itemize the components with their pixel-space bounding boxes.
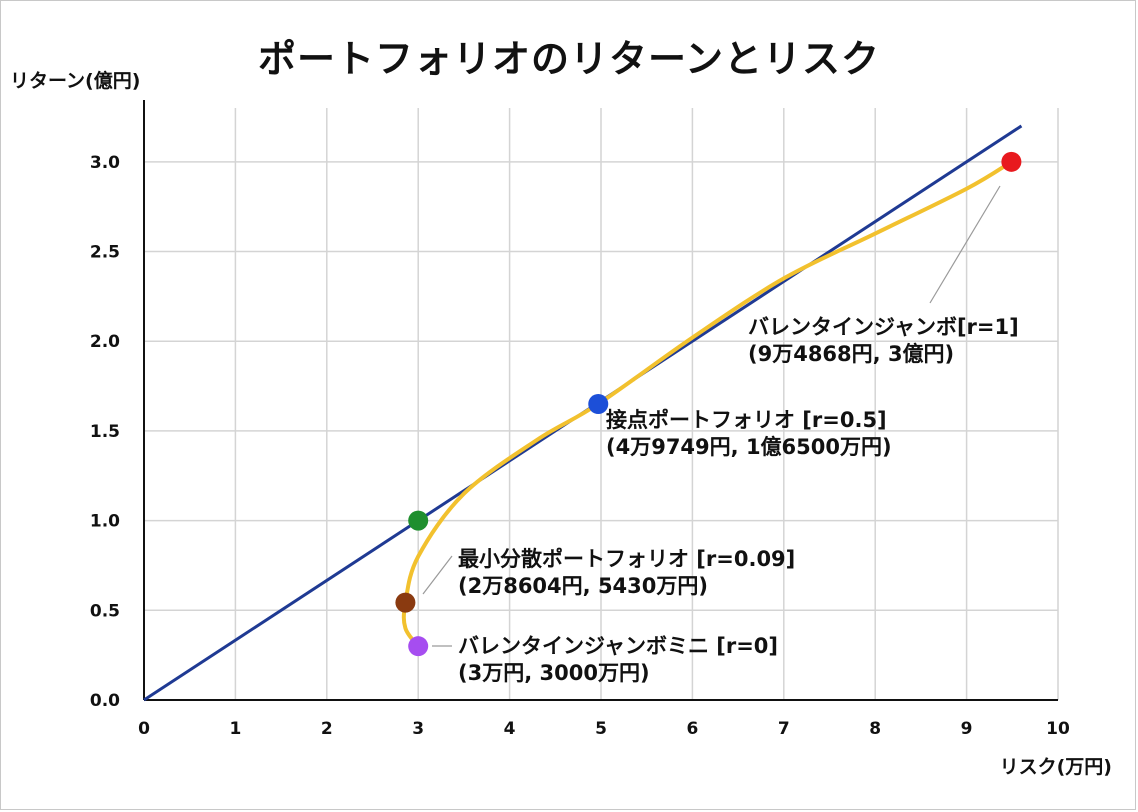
annotation-value: (9万4868円, 3億円) [748,342,954,366]
chart-title: ポートフォリオのリターンとリスク [257,37,881,81]
x-tick-label: 1 [229,719,241,739]
y-tick-label: 2.5 [90,243,120,263]
x-tick-label: 3 [412,719,424,739]
series [143,124,1023,702]
annotation-title: 接点ポートフォリオ [r=0.5] [606,408,887,432]
y-tick-label: 2.0 [90,332,120,352]
y-tick-label: 1.5 [90,422,120,442]
annotation-value: (3万円, 3000万円) [458,661,650,685]
x-tick-label: 2 [321,719,333,739]
annotation-value: (4万9749円, 1億6500万円) [606,435,892,459]
x-tick-label: 5 [595,719,607,739]
tick-labels: 0 1 2 3 4 5 6 7 8 9 10 0.0 0.5 1.0 1.5 2.0 2.5 3.0 [90,153,1070,739]
y-axis-label: リターン(億円) [10,70,141,92]
annotation-value: (2万8604円, 5430万円) [458,574,708,598]
annotations: バレンタインジャンボ[r=1] (9万4868円, 3億円) 接点ポートフォリオ [… [458,315,1019,685]
x-tick-label: 8 [869,719,881,739]
data-point [1001,151,1022,172]
x-tick-label: 4 [504,719,516,739]
data-points [395,151,1022,657]
x-tick-label: 10 [1046,719,1070,739]
annotation-leader [422,555,453,595]
grid [144,108,1059,700]
y-tick-label: 3.0 [90,153,120,173]
annotation-title: バレンタインジャンボ[r=1] [748,315,1019,339]
axes [143,100,1058,701]
x-axis-label: リスク(万円) [999,756,1112,778]
x-tick-label: 9 [961,719,973,739]
y-tick-label: 0.5 [90,601,120,621]
annotation-title: 最小分散ポートフォリオ [r=0.09] [458,547,795,571]
x-tick-label: 0 [138,719,150,739]
annotation-title: バレンタインジャンボミニ [r=0] [458,634,778,658]
y-tick-label: 1.0 [90,512,120,532]
y-tick-label: 0.0 [90,691,120,711]
x-tick-label: 6 [686,719,698,739]
annotation-leader [929,185,1001,304]
x-tick-label: 7 [778,719,790,739]
data-point [408,636,429,657]
data-point [588,394,609,414]
data-point [408,510,429,531]
data-point [395,592,416,613]
annotation-leaders [422,185,1001,647]
